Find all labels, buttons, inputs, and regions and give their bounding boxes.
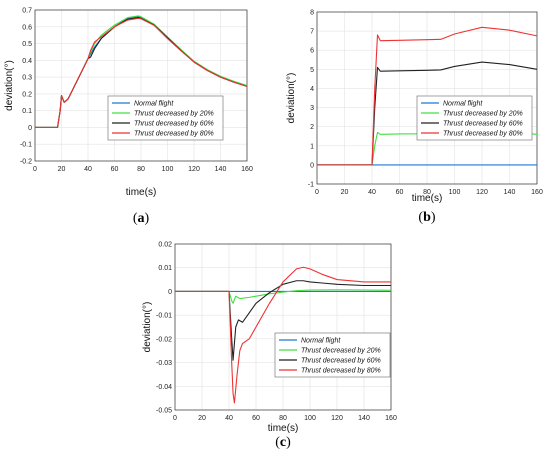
- legend-entry: Thrust decreased by 80%: [301, 368, 381, 375]
- legend: Normal flight Thrust decreased by 20% Thru…: [107, 95, 224, 141]
- legend-entry: Normal flight: [134, 101, 174, 108]
- y-tick-label: 0.02: [158, 242, 172, 249]
- y-tick-label: -0.1: [20, 142, 32, 149]
- y-tick-label: 7: [310, 29, 314, 36]
- series-line-4: [35, 17, 248, 128]
- x-tick-label: 120: [331, 415, 343, 422]
- x-tick-label: 100: [449, 189, 461, 196]
- x-tick-label: 100: [162, 166, 174, 173]
- x-tick-label: 20: [341, 189, 349, 196]
- y-tick-label: 5: [310, 67, 314, 74]
- x-tick-label: 60: [396, 189, 404, 196]
- y-tick-label: 4: [310, 86, 314, 93]
- y-tick-label: -0.02: [156, 336, 172, 343]
- y-tick-label: 0.01: [158, 265, 172, 272]
- x-tick-label: 140: [215, 166, 227, 173]
- y-tick-label: 0.1: [22, 108, 32, 115]
- y-tick-label: 0.2: [22, 91, 32, 98]
- legend-entry: Thrust decreased by 80%: [134, 131, 214, 138]
- legend-entry: Thrust decreased by 80%: [443, 131, 523, 138]
- y-tick-label: 6: [310, 48, 314, 55]
- y-axis-label: deviation(°): [142, 302, 153, 353]
- chart-panel-c: 0 20 40 60 80 100 120 140 160 -0.05 -0.04 -0.03 -0.0…: [142, 242, 397, 451]
- y-tick-label: -0.2: [20, 159, 32, 166]
- y-tick-label: 0: [168, 289, 172, 296]
- x-axis-label: time(s): [412, 193, 443, 204]
- x-tick-label: 80: [279, 415, 287, 422]
- x-axis-label: time(s): [268, 423, 299, 434]
- x-tick-label: 0: [33, 166, 37, 173]
- legend-entry: Thrust decreased by 60%: [443, 121, 523, 128]
- x-tick-label: 20: [58, 166, 66, 173]
- x-tick-label: 20: [198, 415, 206, 422]
- x-tick-label: 40: [225, 415, 233, 422]
- x-axis-label: time(s): [126, 187, 157, 198]
- y-tick-label: -0.05: [156, 408, 172, 415]
- y-tick-label: 0.7: [22, 8, 32, 15]
- series-line-3: [175, 280, 391, 361]
- y-axis-label: deviation(°): [286, 73, 297, 124]
- series-line-4: [317, 26, 538, 166]
- legend: Normal flight Thrust decreased by 20% Thru…: [274, 332, 391, 378]
- y-tick-label: -0.04: [156, 384, 172, 391]
- y-tick-label: 0: [28, 125, 32, 132]
- x-tick-label: 60: [111, 166, 119, 173]
- x-tick-label: 0: [173, 415, 177, 422]
- x-tick-label: 140: [504, 189, 516, 196]
- y-tick-label: 0.4: [22, 58, 32, 65]
- y-tick-label: 0.5: [22, 41, 32, 48]
- legend-entry: Thrust decreased by 60%: [134, 121, 214, 128]
- x-tick-label: 60: [252, 415, 260, 422]
- chart-panel-b: 0 20 40 60 80 100 120 140 160-1012345678time(s)d…: [286, 10, 543, 226]
- legend-entry: Normal flight: [443, 101, 483, 108]
- panel-label: (c): [275, 435, 291, 450]
- x-tick-label: 140: [358, 415, 370, 422]
- chart-panel-a: 0 20 40 60 80 100 120 140 160 -0.2 -0.1 0 0.1 0.2 0.3 0…: [4, 8, 253, 227]
- y-axis-label: deviation(°): [4, 60, 15, 111]
- legend-entry: Thrust decreased by 20%: [134, 111, 214, 118]
- y-tick-label: 8: [310, 10, 314, 17]
- x-tick-label: 40: [368, 189, 376, 196]
- legend-entry: Thrust decreased by 20%: [443, 111, 523, 118]
- legend-entry: Normal flight: [301, 338, 341, 345]
- x-tick-label: 80: [423, 189, 431, 196]
- y-tick-label: 0.3: [22, 75, 32, 82]
- y-tick-label: -1: [308, 182, 314, 189]
- y-tick-label: -0.01: [156, 313, 172, 320]
- y-tick-label: 0.6: [22, 24, 32, 31]
- plot-frame: [174, 243, 392, 411]
- legend: Normal flight Thrust decreased by 20% Thru…: [416, 95, 533, 141]
- series-line-4: [175, 266, 391, 404]
- x-tick-label: 160: [385, 415, 397, 422]
- legend-entry: Thrust decreased by 20%: [301, 348, 381, 355]
- y-tick-label: 1: [310, 143, 314, 150]
- x-tick-label: 100: [304, 415, 316, 422]
- panel-label: (a): [133, 211, 150, 226]
- x-tick-label: 120: [188, 166, 200, 173]
- x-tick-label: 160: [531, 189, 543, 196]
- x-tick-label: 120: [476, 189, 488, 196]
- panel-label: (b): [418, 210, 435, 225]
- series-line-2: [175, 289, 392, 304]
- y-tick-label: -0.03: [156, 360, 172, 367]
- series-line-3: [317, 61, 538, 166]
- legend-entry: Thrust decreased by 60%: [301, 358, 381, 365]
- plot-frame: [316, 11, 538, 185]
- x-tick-label: 80: [137, 166, 145, 173]
- x-tick-label: 160: [241, 166, 253, 173]
- x-tick-label: 40: [84, 166, 92, 173]
- y-tick-label: 2: [310, 124, 314, 131]
- x-tick-label: 0: [315, 189, 319, 196]
- y-tick-label: 0: [310, 162, 314, 169]
- y-tick-label: 3: [310, 105, 314, 112]
